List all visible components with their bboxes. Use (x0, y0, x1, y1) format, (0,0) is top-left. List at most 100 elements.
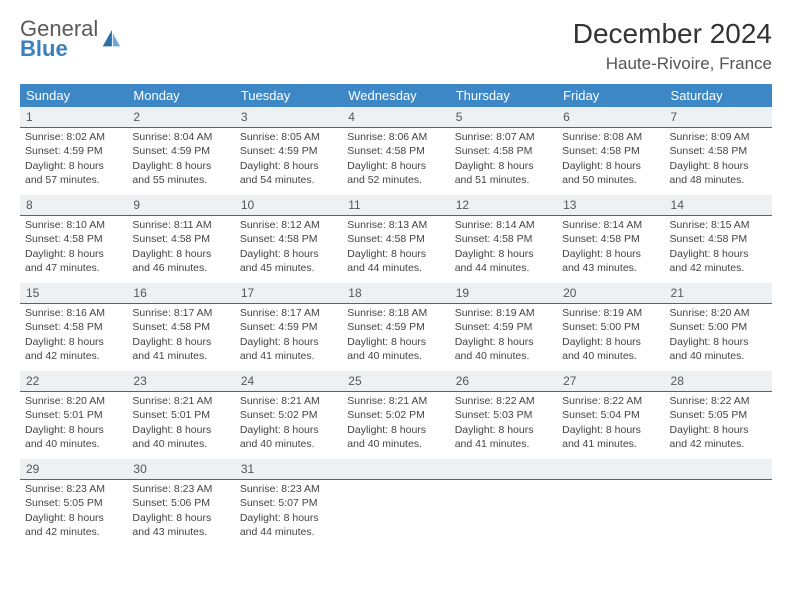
sail-icon (100, 28, 122, 50)
sunset-text: Sunset: 4:59 PM (455, 320, 552, 334)
daylight-text: Daylight: 8 hours and 55 minutes. (132, 159, 229, 187)
day-details: Sunrise: 8:19 AMSunset: 5:00 PMDaylight:… (557, 304, 664, 368)
calendar-row: 22 Sunrise: 8:20 AM Sunset: 5:01 PM Dayligh… (20, 371, 772, 459)
day-number: 7 (665, 107, 772, 128)
day-details: Sunrise: 8:21 AMSunset: 5:02 PMDaylight:… (342, 392, 449, 456)
day-details: Sunrise: 8:22 AMSunset: 5:05 PMDaylight:… (665, 392, 772, 456)
day-number: 22 (20, 371, 127, 392)
sunset-text: Sunset: 4:58 PM (455, 144, 552, 158)
weekday-friday: Friday (557, 84, 664, 107)
calendar-cell: 13Sunrise: 8:14 AMSunset: 4:58 PMDayligh… (557, 195, 664, 283)
day-number: 8 (20, 195, 127, 216)
day-details: Sunrise: 8:23 AMSunset: 5:06 PMDaylight:… (127, 480, 234, 544)
calendar-cell: 2Sunrise: 8:04 AMSunset: 4:59 PMDaylight… (127, 107, 234, 195)
calendar-row: 15Sunrise: 8:16 AMSunset: 4:58 PMDayligh… (20, 283, 772, 371)
calendar-cell: 24Sunrise: 8:21 AMSunset: 5:02 PMDayligh… (235, 371, 342, 459)
daylight-text: Daylight: 8 hours and 40 minutes. (347, 423, 444, 451)
sunset-text: Sunset: 4:58 PM (347, 144, 444, 158)
title-block: December 2024 Haute-Rivoire, France (573, 18, 772, 74)
calendar-cell: 9Sunrise: 8:11 AMSunset: 4:58 PMDaylight… (127, 195, 234, 283)
calendar-cell (665, 459, 772, 547)
day-number: 3 (235, 107, 342, 128)
sunset-text: Sunset: 4:58 PM (347, 232, 444, 246)
sunset-text: Sunset: 4:58 PM (670, 232, 767, 246)
location-label: Haute-Rivoire, France (573, 54, 772, 74)
calendar-cell: 25Sunrise: 8:21 AMSunset: 5:02 PMDayligh… (342, 371, 449, 459)
day-details: Sunrise: 8:14 AMSunset: 4:58 PMDaylight:… (450, 216, 557, 280)
day-details: Sunrise: 8:21 AMSunset: 5:01 PMDaylight:… (127, 392, 234, 456)
daylight-text: Daylight: 8 hours and 44 minutes. (347, 247, 444, 275)
day-number-bar (450, 459, 557, 480)
day-details: Sunrise: 8:12 AMSunset: 4:58 PMDaylight:… (235, 216, 342, 280)
calendar-cell: 26Sunrise: 8:22 AMSunset: 5:03 PMDayligh… (450, 371, 557, 459)
sunrise-text: Sunrise: 8:19 AM (562, 306, 659, 320)
daylight-text: Daylight: 8 hours and 40 minutes. (670, 335, 767, 363)
daylight-text: Daylight: 8 hours and 44 minutes. (455, 247, 552, 275)
sunset-text: Sunset: 4:58 PM (455, 232, 552, 246)
month-title: December 2024 (573, 18, 772, 50)
sunrise-text: Sunrise: 8:17 AM (240, 306, 337, 320)
daylight-text: Daylight: 8 hours and 40 minutes. (240, 423, 337, 451)
sunrise-text: Sunrise: 8:14 AM (562, 218, 659, 232)
sunset-text: Sunset: 5:01 PM (132, 408, 229, 422)
sunset-text: Sunset: 5:05 PM (25, 496, 122, 510)
day-number: 5 (450, 107, 557, 128)
day-number: 21 (665, 283, 772, 304)
sunrise-text: Sunrise: 8:13 AM (347, 218, 444, 232)
calendar-row: 29Sunrise: 8:23 AMSunset: 5:05 PMDayligh… (20, 459, 772, 547)
daylight-text: Daylight: 8 hours and 43 minutes. (562, 247, 659, 275)
day-details: Sunrise: 8:11 AMSunset: 4:58 PMDaylight:… (127, 216, 234, 280)
day-details: Sunrise: 8:22 AMSunset: 5:04 PMDaylight:… (557, 392, 664, 456)
calendar-cell: 27Sunrise: 8:22 AMSunset: 5:04 PMDayligh… (557, 371, 664, 459)
day-number: 4 (342, 107, 449, 128)
day-number: 13 (557, 195, 664, 216)
sunrise-text: Sunrise: 8:10 AM (25, 218, 122, 232)
brand-logo: General Blue (20, 18, 122, 60)
calendar-cell: 20Sunrise: 8:19 AMSunset: 5:00 PMDayligh… (557, 283, 664, 371)
sunrise-text: Sunrise: 8:20 AM (25, 394, 122, 408)
calendar-cell (450, 459, 557, 547)
day-number: 24 (235, 371, 342, 392)
sunset-text: Sunset: 4:58 PM (562, 232, 659, 246)
day-number-bar (342, 459, 449, 480)
day-details: Sunrise: 8:15 AMSunset: 4:58 PMDaylight:… (665, 216, 772, 280)
sunset-text: Sunset: 5:04 PM (562, 408, 659, 422)
day-number: 14 (665, 195, 772, 216)
calendar-cell: 14Sunrise: 8:15 AMSunset: 4:58 PMDayligh… (665, 195, 772, 283)
daylight-text: Daylight: 8 hours and 47 minutes. (25, 247, 122, 275)
day-number: 12 (450, 195, 557, 216)
sunset-text: Sunset: 5:00 PM (562, 320, 659, 334)
calendar-cell: 21Sunrise: 8:20 AMSunset: 5:00 PMDayligh… (665, 283, 772, 371)
day-number: 29 (20, 459, 127, 480)
sunset-text: Sunset: 4:59 PM (240, 320, 337, 334)
sunrise-text: Sunrise: 8:21 AM (347, 394, 444, 408)
daylight-text: Daylight: 8 hours and 41 minutes. (132, 335, 229, 363)
sunrise-text: Sunrise: 8:06 AM (347, 130, 444, 144)
sunset-text: Sunset: 4:59 PM (240, 144, 337, 158)
day-number: 17 (235, 283, 342, 304)
daylight-text: Daylight: 8 hours and 50 minutes. (562, 159, 659, 187)
daylight-text: Daylight: 8 hours and 40 minutes. (455, 335, 552, 363)
daylight-text: Daylight: 8 hours and 54 minutes. (240, 159, 337, 187)
sunrise-text: Sunrise: 8:22 AM (455, 394, 552, 408)
day-details: Sunrise: 8:06 AMSunset: 4:58 PMDaylight:… (342, 128, 449, 192)
sunrise-text: Sunrise: 8:21 AM (240, 394, 337, 408)
calendar-cell: 7Sunrise: 8:09 AMSunset: 4:58 PMDaylight… (665, 107, 772, 195)
day-number: 10 (235, 195, 342, 216)
day-number: 20 (557, 283, 664, 304)
daylight-text: Daylight: 8 hours and 40 minutes. (25, 423, 122, 451)
daylight-text: Daylight: 8 hours and 42 minutes. (670, 423, 767, 451)
daylight-text: Daylight: 8 hours and 57 minutes. (25, 159, 122, 187)
day-details: Sunrise: 8:21 AMSunset: 5:02 PMDaylight:… (235, 392, 342, 456)
calendar-cell: 28Sunrise: 8:22 AMSunset: 5:05 PMDayligh… (665, 371, 772, 459)
day-number: 27 (557, 371, 664, 392)
calendar-table: Sunday Monday Tuesday Wednesday Thursday… (20, 84, 772, 547)
sunrise-text: Sunrise: 8:15 AM (670, 218, 767, 232)
daylight-text: Daylight: 8 hours and 42 minutes. (25, 511, 122, 539)
sunrise-text: Sunrise: 8:04 AM (132, 130, 229, 144)
day-details: Sunrise: 8:20 AMSunset: 5:00 PMDaylight:… (665, 304, 772, 368)
day-details: Sunrise: 8:14 AMSunset: 4:58 PMDaylight:… (557, 216, 664, 280)
calendar-cell: 31Sunrise: 8:23 AMSunset: 5:07 PMDayligh… (235, 459, 342, 547)
daylight-text: Daylight: 8 hours and 40 minutes. (562, 335, 659, 363)
weekday-header-row: Sunday Monday Tuesday Wednesday Thursday… (20, 84, 772, 107)
